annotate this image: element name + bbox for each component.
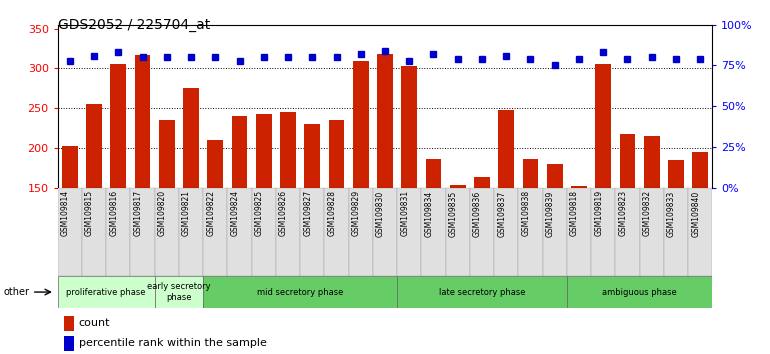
- Bar: [518, 188, 543, 276]
- Text: count: count: [79, 318, 110, 329]
- Bar: [106, 188, 130, 276]
- Text: GSM109832: GSM109832: [643, 190, 651, 236]
- Bar: [349, 188, 373, 276]
- Bar: [324, 188, 349, 276]
- Bar: [110, 64, 126, 188]
- Bar: [155, 276, 203, 308]
- Text: GSM109820: GSM109820: [158, 190, 167, 236]
- Bar: [397, 276, 567, 308]
- Bar: [280, 112, 296, 188]
- Text: early secretory
phase: early secretory phase: [147, 282, 211, 302]
- Text: GSM109828: GSM109828: [327, 190, 336, 236]
- Bar: [567, 276, 712, 308]
- Bar: [644, 136, 660, 188]
- Bar: [203, 188, 227, 276]
- Text: GSM109814: GSM109814: [61, 190, 70, 236]
- Bar: [591, 188, 615, 276]
- Bar: [450, 185, 466, 188]
- Text: GSM109822: GSM109822: [206, 190, 216, 236]
- Bar: [179, 188, 203, 276]
- Bar: [421, 188, 446, 276]
- Text: late secretory phase: late secretory phase: [439, 287, 525, 297]
- Bar: [183, 88, 199, 188]
- Text: GSM109818: GSM109818: [570, 190, 579, 236]
- Bar: [329, 120, 344, 188]
- Text: GSM109823: GSM109823: [618, 190, 628, 236]
- Bar: [664, 188, 688, 276]
- Bar: [547, 164, 563, 188]
- Text: GSM109827: GSM109827: [303, 190, 313, 236]
- Bar: [300, 188, 324, 276]
- Bar: [252, 188, 276, 276]
- Bar: [227, 188, 252, 276]
- Text: percentile rank within the sample: percentile rank within the sample: [79, 338, 266, 348]
- Text: ambiguous phase: ambiguous phase: [602, 287, 677, 297]
- Bar: [62, 146, 78, 188]
- Bar: [58, 276, 155, 308]
- Text: GSM109839: GSM109839: [546, 190, 554, 236]
- Text: GSM109825: GSM109825: [255, 190, 264, 236]
- Bar: [615, 188, 640, 276]
- Text: GSM109840: GSM109840: [691, 190, 700, 236]
- Bar: [688, 188, 712, 276]
- Text: GSM109833: GSM109833: [667, 190, 676, 236]
- Text: GSM109815: GSM109815: [85, 190, 94, 236]
- Bar: [498, 110, 514, 188]
- Text: GSM109834: GSM109834: [424, 190, 434, 236]
- Bar: [203, 276, 397, 308]
- Bar: [377, 54, 393, 188]
- Bar: [397, 188, 421, 276]
- Bar: [65, 316, 74, 331]
- Bar: [494, 188, 518, 276]
- Text: GSM109817: GSM109817: [133, 190, 142, 236]
- Text: mid secretory phase: mid secretory phase: [257, 287, 343, 297]
- Text: GSM109821: GSM109821: [182, 190, 191, 236]
- Text: GSM109829: GSM109829: [352, 190, 361, 236]
- Text: GSM109824: GSM109824: [230, 190, 239, 236]
- Bar: [207, 140, 223, 188]
- Bar: [256, 114, 272, 188]
- Bar: [86, 104, 102, 188]
- Text: GSM109816: GSM109816: [109, 190, 119, 236]
- Bar: [135, 55, 150, 188]
- Bar: [401, 66, 417, 188]
- Bar: [620, 135, 635, 188]
- Bar: [232, 116, 247, 188]
- Bar: [353, 61, 369, 188]
- Text: GSM109830: GSM109830: [376, 190, 385, 236]
- Text: GSM109838: GSM109838: [521, 190, 531, 236]
- Bar: [155, 188, 179, 276]
- Text: proliferative phase: proliferative phase: [66, 287, 146, 297]
- Bar: [692, 152, 708, 188]
- Bar: [571, 186, 587, 188]
- Text: GSM109835: GSM109835: [449, 190, 457, 236]
- Bar: [523, 159, 538, 188]
- Text: GSM109826: GSM109826: [279, 190, 288, 236]
- Bar: [159, 120, 175, 188]
- Text: GSM109836: GSM109836: [473, 190, 482, 236]
- Bar: [474, 177, 490, 188]
- Bar: [567, 188, 591, 276]
- Bar: [426, 159, 441, 188]
- Text: GDS2052 / 225704_at: GDS2052 / 225704_at: [58, 18, 210, 32]
- Bar: [595, 64, 611, 188]
- Bar: [446, 188, 470, 276]
- Bar: [373, 188, 397, 276]
- Bar: [304, 124, 320, 188]
- Bar: [668, 160, 684, 188]
- Text: GSM109831: GSM109831: [400, 190, 409, 236]
- Bar: [640, 188, 664, 276]
- Bar: [82, 188, 106, 276]
- Bar: [58, 188, 82, 276]
- Text: other: other: [4, 287, 30, 297]
- Bar: [543, 188, 567, 276]
- Text: GSM109837: GSM109837: [497, 190, 506, 236]
- Bar: [130, 188, 155, 276]
- Text: GSM109819: GSM109819: [594, 190, 603, 236]
- Bar: [65, 336, 74, 350]
- Bar: [470, 188, 494, 276]
- Bar: [276, 188, 300, 276]
